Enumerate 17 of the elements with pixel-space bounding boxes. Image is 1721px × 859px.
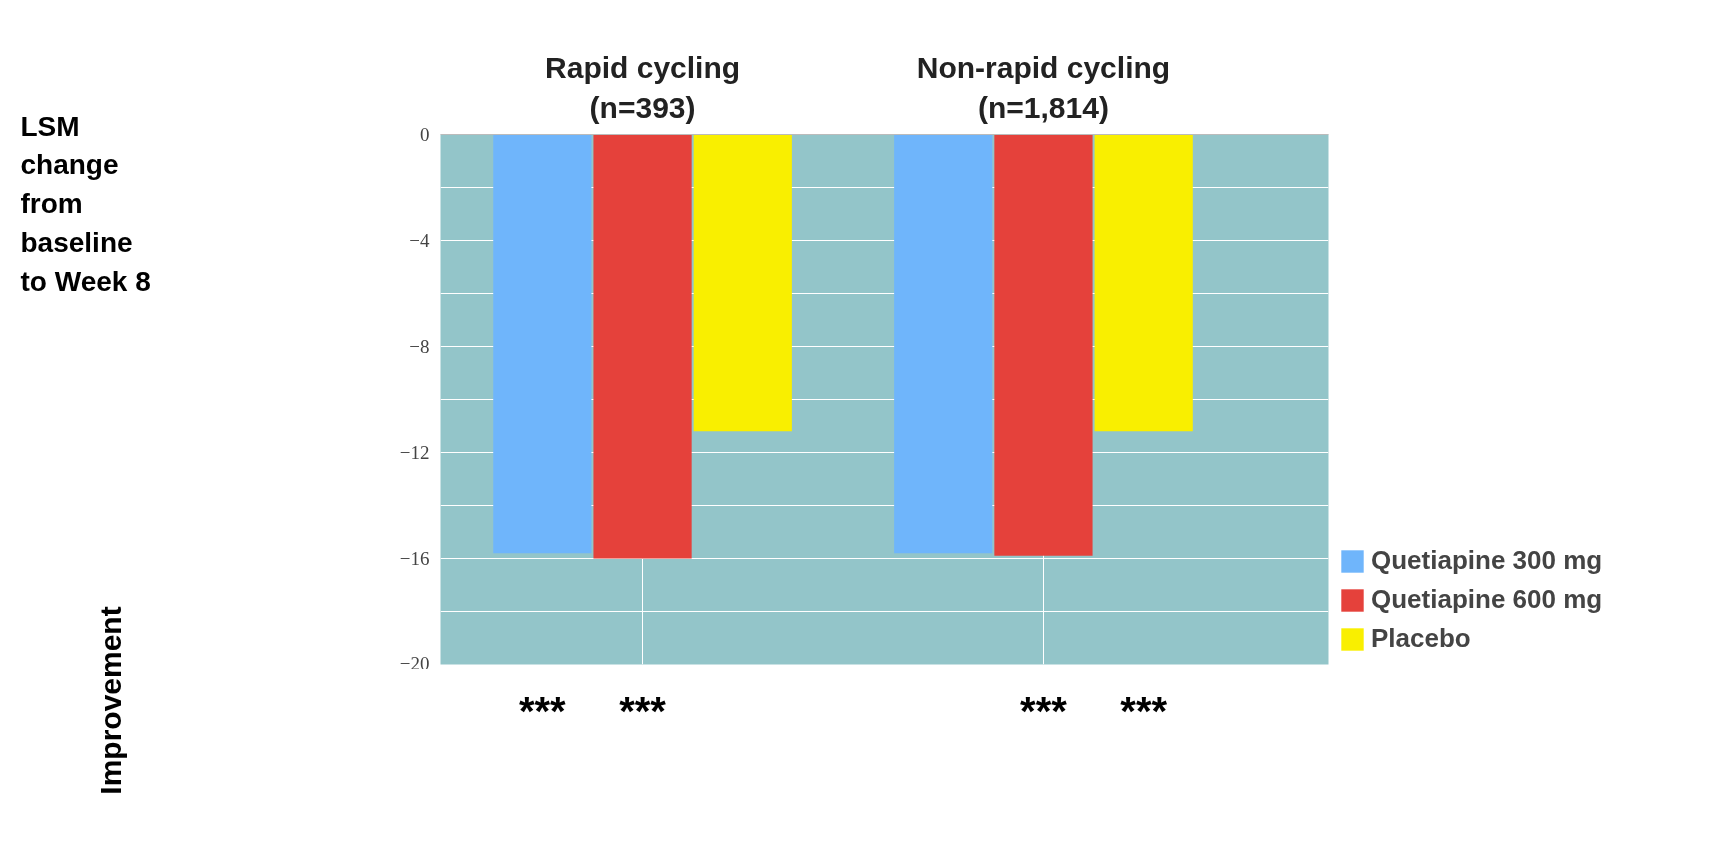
text: *** bbox=[1020, 689, 1068, 734]
y-tick-label: −4 bbox=[409, 230, 430, 251]
text: Improvement bbox=[94, 606, 127, 795]
y-tick-label: −8 bbox=[409, 336, 430, 357]
x-tick-label: Rapid cycling (n=393) bbox=[545, 50, 741, 124]
text: *** bbox=[518, 689, 567, 734]
legend-label: Quetiapine 300 mg bbox=[1371, 545, 1603, 576]
legend-label: Quetiapine 600 mg bbox=[1371, 584, 1603, 615]
y-tick-label: 0 bbox=[420, 124, 430, 145]
text: *** bbox=[1120, 689, 1168, 734]
y-tick-label: −12 bbox=[399, 442, 430, 463]
text: LSM change from baseline to Week 8 bbox=[20, 110, 151, 297]
legend-label: Placebo bbox=[1371, 623, 1471, 654]
x-tick-label: Non-rapid cycling (n=1,814) bbox=[916, 50, 1171, 124]
y-tick-label: −20 bbox=[399, 652, 430, 674]
y-tick-label: −16 bbox=[399, 548, 430, 569]
text: *** bbox=[619, 689, 667, 734]
